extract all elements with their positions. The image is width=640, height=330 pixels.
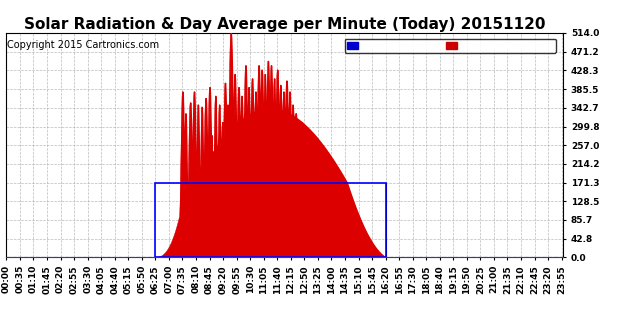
Text: Copyright 2015 Cartronics.com: Copyright 2015 Cartronics.com	[7, 40, 159, 50]
Bar	[156, 182, 385, 257]
Legend: Median (W/m2), Radiation (W/m2): Median (W/m2), Radiation (W/m2)	[344, 39, 556, 53]
Title: Solar Radiation & Day Average per Minute (Today) 20151120: Solar Radiation & Day Average per Minute…	[24, 17, 545, 32]
